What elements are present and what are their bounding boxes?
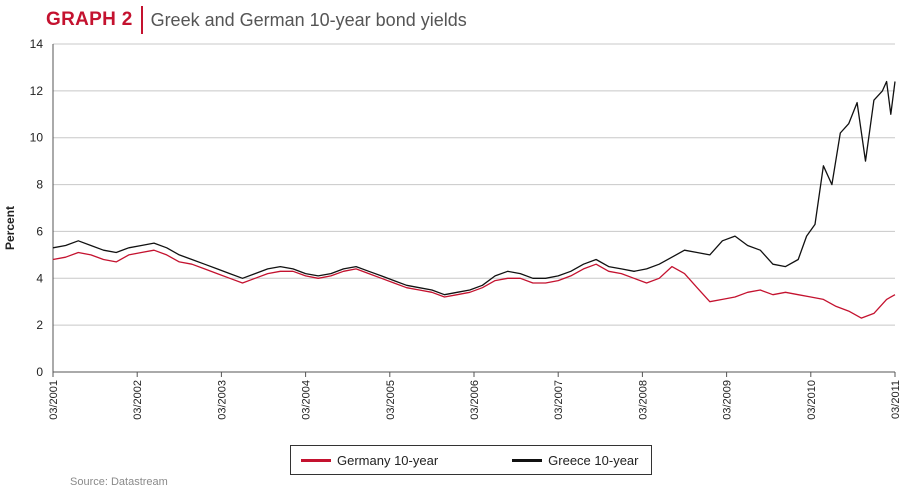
legend-label-germany: Germany 10-year bbox=[337, 452, 439, 468]
x-tick-label-4: 03/2005 bbox=[385, 380, 397, 420]
source-note: Source: Datastream bbox=[70, 476, 168, 488]
y-tick-label-2: 2 bbox=[36, 318, 43, 332]
legend-swatch-greece bbox=[512, 458, 543, 462]
x-tick-label-8: 03/2009 bbox=[722, 380, 734, 420]
legend-label-greece: Greece 10-year bbox=[548, 452, 639, 468]
legend-item-greece: Greece 10-year bbox=[512, 453, 638, 468]
x-tick-label-7: 03/2008 bbox=[637, 380, 649, 420]
chart-header: GRAPH 2 Greek and German 10-year bond yi… bbox=[46, 6, 467, 34]
y-tick-label-0: 0 bbox=[36, 365, 43, 379]
x-tick-label-6: 03/2007 bbox=[553, 380, 565, 420]
x-tick-label-10: 03/2011 bbox=[890, 380, 900, 419]
y-tick-label-14: 14 bbox=[30, 37, 44, 51]
legend-item-germany: Germany 10-year bbox=[301, 453, 438, 468]
y-tick-label-6: 6 bbox=[36, 224, 43, 238]
x-tick-label-5: 03/2006 bbox=[469, 380, 481, 420]
chart-legend: Germany 10-year Greece 10-year bbox=[290, 445, 652, 475]
graph-label: GRAPH 2 bbox=[46, 9, 133, 30]
header-divider bbox=[140, 6, 143, 34]
y-tick-label-10: 10 bbox=[30, 131, 44, 145]
y-tick-label-8: 8 bbox=[36, 178, 43, 192]
x-tick-label-9: 03/2010 bbox=[806, 380, 818, 420]
series-line-greece bbox=[52, 80, 896, 296]
x-tick-label-1: 03/2002 bbox=[132, 380, 144, 420]
y-tick-label-12: 12 bbox=[30, 84, 44, 98]
x-tick-label-2: 03/2003 bbox=[216, 380, 228, 420]
chart-title: Greek and German 10-year bond yields bbox=[150, 9, 467, 30]
x-tick-label-3: 03/2004 bbox=[301, 380, 313, 420]
x-tick-label-0: 03/2001 bbox=[48, 380, 60, 420]
y-tick-label-4: 4 bbox=[36, 271, 43, 285]
line-chart: 0 2 4 6 8 10 12 14 03/2001 03/2002 03/2003 03/2004 0… bbox=[3, 37, 900, 420]
legend-swatch-germany bbox=[301, 458, 331, 462]
series-line-germany bbox=[52, 249, 896, 319]
y-axis-label: Percent bbox=[3, 206, 17, 250]
